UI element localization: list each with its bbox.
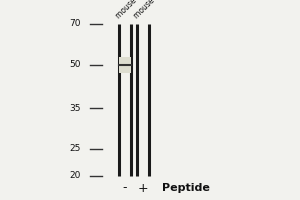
Text: 50: 50	[70, 60, 81, 69]
Text: 35: 35	[70, 104, 81, 113]
Text: mouse heart: mouse heart	[132, 0, 172, 20]
Text: 70: 70	[70, 20, 81, 28]
Text: -: -	[122, 182, 127, 194]
Text: Peptide: Peptide	[162, 183, 210, 193]
Bar	[118, 57, 130, 73]
Text: +: +	[137, 182, 148, 194]
Text: mouse heart: mouse heart	[114, 0, 154, 20]
Text: 20: 20	[70, 171, 81, 180]
Text: 25: 25	[70, 144, 81, 153]
